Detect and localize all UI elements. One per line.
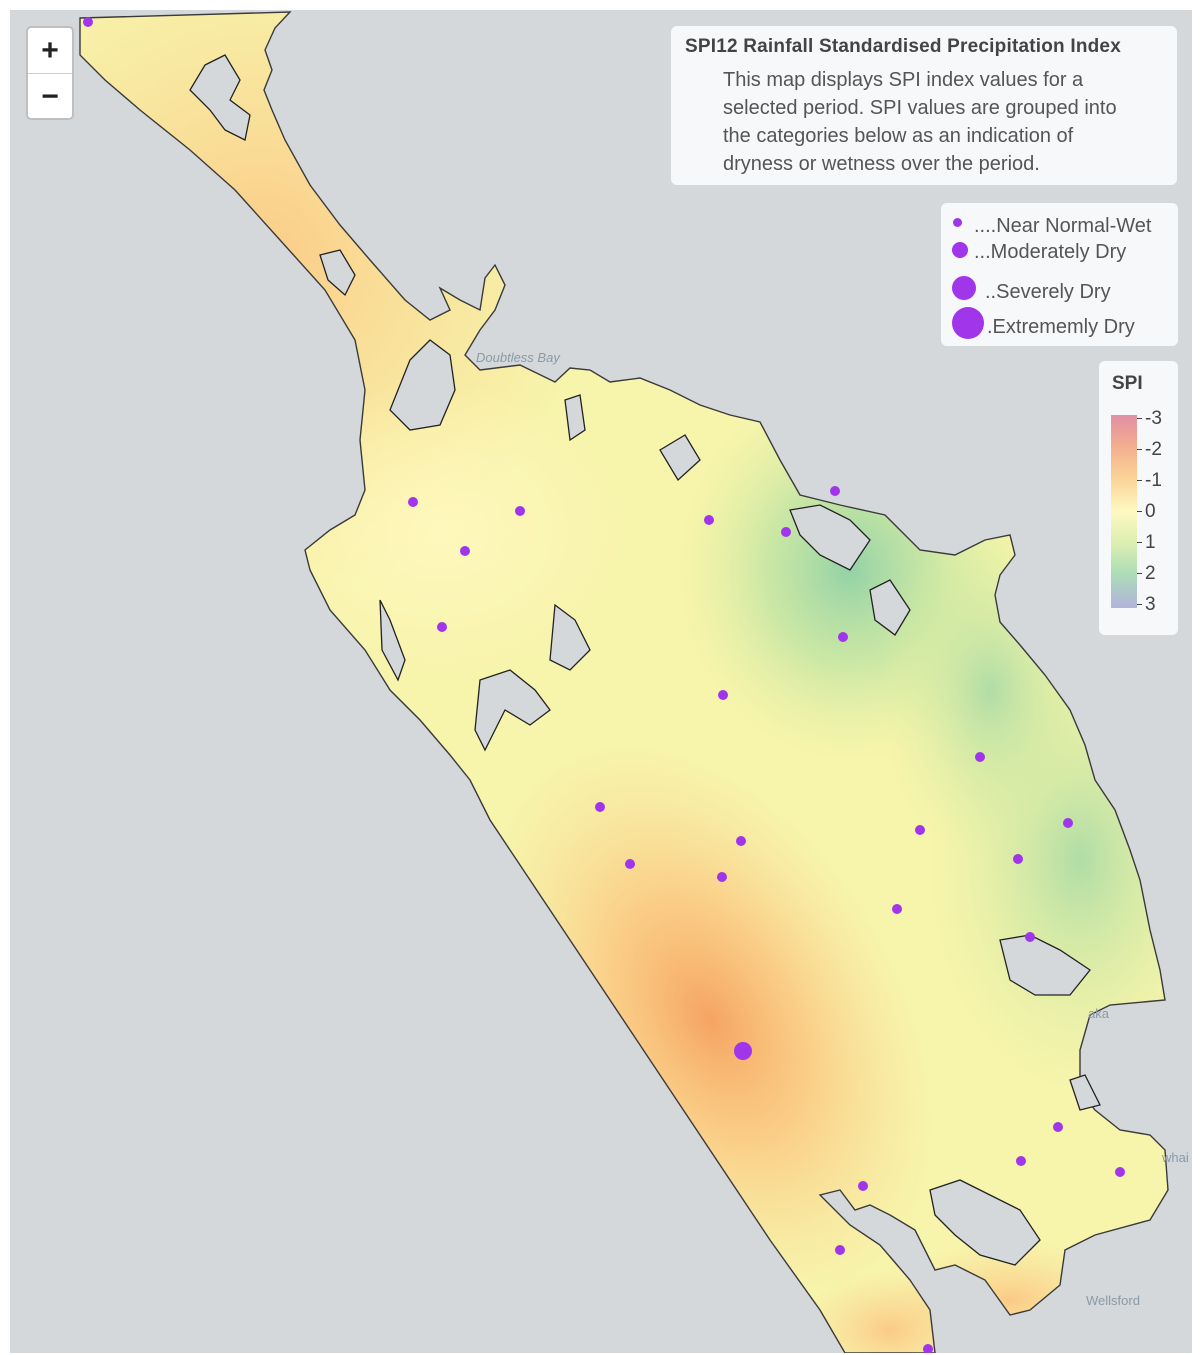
legend-item-moderately-dry: ...Moderately Dry xyxy=(952,241,1126,264)
legend-label: ...Moderately Dry xyxy=(974,241,1127,263)
station-marker[interactable] xyxy=(515,506,525,516)
station-marker[interactable] xyxy=(923,1344,933,1353)
station-marker[interactable] xyxy=(1115,1167,1125,1177)
category-legend: ....Near Normal-Wet ...Moderately Dry ..… xyxy=(941,203,1178,346)
map[interactable]: Doubtless Bay Wellsford aka whai xyxy=(10,10,1192,1353)
spi-color-bar xyxy=(1111,415,1137,608)
place-label-doubtless-bay: Doubtless Bay xyxy=(476,350,561,365)
spi-tick: -2 xyxy=(1137,440,1162,459)
legend-dot-medium xyxy=(952,241,968,258)
station-marker[interactable] xyxy=(835,1245,845,1255)
station-marker[interactable] xyxy=(1016,1156,1026,1166)
station-marker[interactable] xyxy=(736,836,746,846)
legend-item-severely-dry: ..Severely Dry xyxy=(952,271,1111,304)
legend-label: ..Severely Dry xyxy=(985,281,1111,303)
legend-dot-large xyxy=(952,275,976,300)
legend-label: ....Near Normal-Wet xyxy=(974,215,1152,237)
station-marker[interactable] xyxy=(975,752,985,762)
station-marker[interactable] xyxy=(717,872,727,882)
station-marker[interactable] xyxy=(718,690,728,700)
legend-item-extremely-dry: .Extrememly Dry xyxy=(952,306,1135,339)
info-description: This map displays SPI index values for a… xyxy=(723,69,1117,175)
station-marker[interactable] xyxy=(830,486,840,496)
station-marker[interactable] xyxy=(437,622,447,632)
station-marker[interactable] xyxy=(1013,854,1023,864)
station-marker-extremely-dry[interactable] xyxy=(734,1042,752,1060)
station-marker[interactable] xyxy=(1053,1122,1063,1132)
place-label-aka: aka xyxy=(1088,1006,1110,1021)
station-marker[interactable] xyxy=(892,904,902,914)
station-marker[interactable] xyxy=(625,859,635,869)
spi-tick: -3 xyxy=(1137,409,1162,428)
info-panel: SPI12 Rainfall Standardised Precipitatio… xyxy=(671,26,1177,185)
spi-tick: -1 xyxy=(1137,471,1162,490)
spi-tick: 0 xyxy=(1137,502,1156,521)
place-label-whai: whai xyxy=(1161,1150,1189,1165)
zoom-out-button[interactable]: − xyxy=(41,79,59,113)
place-label-wellsford: Wellsford xyxy=(1086,1293,1140,1308)
station-marker[interactable] xyxy=(704,515,714,525)
station-marker[interactable] xyxy=(83,17,93,27)
station-marker[interactable] xyxy=(915,825,925,835)
legend-dot-small xyxy=(953,218,962,227)
zoom-in-button[interactable]: + xyxy=(28,28,72,74)
spi-legend-title: SPI xyxy=(1112,373,1143,394)
spi-tick: 1 xyxy=(1137,533,1156,552)
station-marker[interactable] xyxy=(408,497,418,507)
legend-item-near-normal-wet: ....Near Normal-Wet xyxy=(953,215,1151,238)
spi-color-legend: SPI -3 -2 -1 0 1 2 3 xyxy=(1099,361,1178,635)
info-title: SPI12 Rainfall Standardised Precipitatio… xyxy=(685,36,1121,57)
spi-tick: 2 xyxy=(1137,564,1156,583)
zoom-control: + − xyxy=(26,26,74,120)
station-marker[interactable] xyxy=(781,527,791,537)
station-marker[interactable] xyxy=(1063,818,1073,828)
station-marker[interactable] xyxy=(858,1181,868,1191)
station-marker[interactable] xyxy=(595,802,605,812)
station-marker[interactable] xyxy=(1025,932,1035,942)
spi-tick: 3 xyxy=(1137,595,1156,614)
station-marker[interactable] xyxy=(838,632,848,642)
legend-label: .Extrememly Dry xyxy=(987,316,1135,338)
legend-dot-xlarge xyxy=(952,306,984,339)
station-marker[interactable] xyxy=(460,546,470,556)
